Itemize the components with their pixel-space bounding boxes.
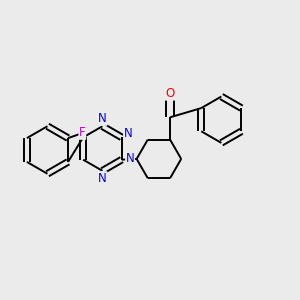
Text: F: F <box>79 126 86 139</box>
Text: N: N <box>126 152 134 165</box>
Text: N: N <box>124 127 133 140</box>
Text: O: O <box>165 87 175 100</box>
Text: N: N <box>98 172 107 185</box>
Text: N: N <box>98 112 107 125</box>
